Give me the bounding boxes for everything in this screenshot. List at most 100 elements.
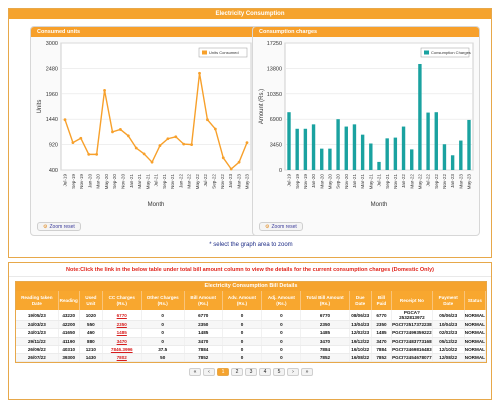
x-tick-label: Jan-20: [87, 174, 92, 188]
charges-chart-header: Consumption charges: [253, 27, 479, 37]
data-point: [95, 152, 99, 156]
page-button[interactable]: 3: [245, 368, 257, 377]
bar: [303, 128, 308, 170]
data-point: [174, 135, 178, 139]
cc-charges-link[interactable]: 7802: [102, 353, 142, 363]
table-cell: 2350: [184, 320, 223, 330]
x-tick-label: May-23: [467, 174, 472, 190]
x-tick-label: Jan-23: [450, 174, 455, 188]
next-page-button[interactable]: ›: [287, 368, 299, 377]
first-page-button[interactable]: «: [189, 368, 201, 377]
table-cell: 3470: [300, 337, 350, 346]
x-tick-label: Mar-23: [236, 174, 241, 189]
y-tick-label: 10350: [267, 92, 282, 98]
cc-charges-link[interactable]: 7846.3996: [102, 345, 142, 355]
x-tick-label: Nov-19: [79, 174, 84, 189]
table-cell: 6770: [300, 310, 350, 321]
table-cell: 50: [141, 353, 185, 363]
table-cell: PGCI?2483773168: [391, 337, 433, 346]
table-cell: 12/10/22: [432, 345, 465, 355]
charges-zoom-reset-button[interactable]: ⚙ Zoom reset: [259, 222, 303, 231]
table-row: 29/11/22 41190 880 3470 0 3470 0 0 3470 19/12/22 3…: [16, 337, 487, 346]
data-point: [221, 156, 225, 160]
data-point: [63, 118, 67, 122]
bar: [401, 126, 406, 170]
bar: [344, 126, 348, 170]
bar: [352, 124, 357, 170]
x-tick-label: Sep-21: [162, 174, 167, 189]
bar: [320, 148, 324, 170]
table-cell: 1485: [300, 328, 350, 338]
page-title: Electricity Consumption: [9, 9, 491, 19]
table-cell: 0: [141, 310, 185, 321]
page-button[interactable]: 5: [273, 368, 285, 377]
x-tick-label: Mar-20: [319, 174, 324, 189]
x-tick-label: Jul-22: [426, 174, 431, 187]
table-cell: NORMAL: [464, 337, 487, 346]
cc-charges-link[interactable]: 1485: [102, 328, 142, 338]
page-button[interactable]: 1: [217, 368, 229, 377]
x-tick-label: Nov-20: [121, 174, 126, 189]
x-tick-label: May-22: [195, 174, 200, 190]
table-cell: 3470: [184, 337, 223, 346]
table-cell: NORMAL: [464, 320, 487, 330]
x-tick-label: Jan-22: [178, 174, 183, 188]
units-chart-box: Consumed units 3000 2480 1960 1440 920 400 Jul…: [30, 26, 258, 236]
zoom-icon: ⚙: [265, 224, 270, 230]
bar: [442, 144, 447, 170]
bar: [410, 149, 414, 170]
y-tick-label: 3450: [270, 143, 282, 149]
table-cell: 05/12/22: [432, 337, 465, 346]
table-cell: 40310: [58, 345, 80, 355]
cc-charges-link[interactable]: 2350: [102, 320, 142, 330]
table-cell: 16/08/22: [349, 353, 372, 363]
table-cell: 2350: [371, 320, 393, 330]
zoom-hint: * select the graph area to zoom: [209, 242, 293, 248]
column-header: Status: [464, 291, 487, 310]
bar: [385, 138, 389, 170]
x-tick-label: Sep-21: [385, 174, 390, 189]
table-cell: 3470: [371, 337, 393, 346]
table-cell: 1485: [184, 328, 223, 338]
y-tick-label: 920: [49, 143, 58, 149]
cc-charges-link[interactable]: 3470: [102, 337, 142, 346]
table-cell: 13/04/23: [349, 320, 372, 330]
table-cell: 12/02/23: [349, 328, 372, 338]
page-button[interactable]: 4: [259, 368, 271, 377]
table-cell: 08/06/23: [349, 310, 372, 321]
data-point: [245, 141, 249, 145]
table-cell: NORMAL: [464, 345, 487, 355]
cc-charges-link[interactable]: 6770: [102, 310, 142, 321]
column-header: CC Charges (Rs.): [102, 291, 142, 310]
bar: [311, 124, 316, 170]
y-axis-label: Units: [37, 100, 43, 114]
data-point: [126, 134, 130, 138]
data-point: [134, 146, 138, 150]
x-tick-label: Sep-20: [336, 174, 341, 189]
column-header: Reading: [58, 291, 80, 310]
units-zoom-reset-button[interactable]: ⚙ Zoom reset: [37, 222, 81, 231]
column-header: Receipt No: [391, 291, 433, 310]
x-tick-label: Sep-20: [112, 174, 117, 189]
table-cell: NORMAL: [464, 328, 487, 338]
x-tick-label: Nov-22: [220, 174, 225, 189]
plot-area: [60, 42, 252, 171]
y-tick-label: 6900: [270, 117, 282, 123]
data-point: [111, 130, 114, 134]
column-header: Used Unit: [79, 291, 103, 310]
table-cell: 0: [141, 337, 185, 346]
data-point: [190, 143, 194, 146]
table-cell: 880: [79, 337, 103, 346]
pagination: «‹ 1 2 3 4 5 ›»: [16, 368, 486, 377]
zoom-icon: ⚙: [43, 224, 48, 230]
data-point: [182, 142, 186, 146]
page-button[interactable]: 2: [231, 368, 243, 377]
last-page-button[interactable]: »: [301, 368, 313, 377]
prev-page-button[interactable]: ‹: [203, 368, 215, 377]
units-line-chart[interactable]: 3000 2480 1960 1440 920 400 Jul-19 Sep-19 Nov-19…: [31, 37, 259, 223]
x-tick-label: Jul-19: [287, 174, 292, 187]
x-tick-label: Mar-22: [187, 174, 192, 189]
x-tick-label: Mar-21: [137, 174, 142, 189]
legend-box: [420, 47, 470, 58]
